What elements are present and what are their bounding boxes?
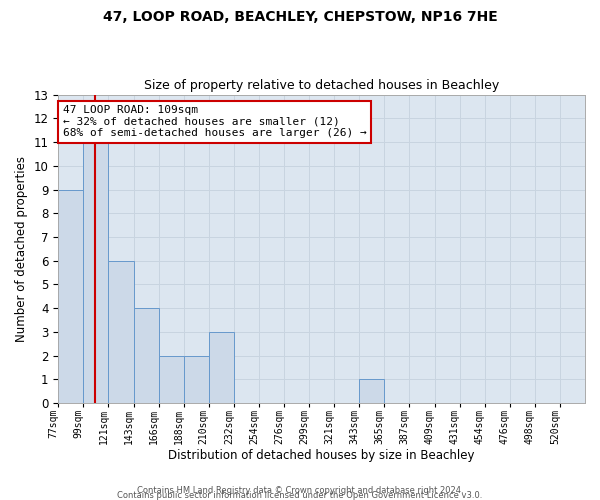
Bar <box>109 260 134 403</box>
Text: 47, LOOP ROAD, BEACHLEY, CHEPSTOW, NP16 7HE: 47, LOOP ROAD, BEACHLEY, CHEPSTOW, NP16 … <box>103 10 497 24</box>
Title: Size of property relative to detached houses in Beachley: Size of property relative to detached ho… <box>144 79 499 92</box>
Bar <box>184 356 209 403</box>
Text: 47 LOOP ROAD: 109sqm
← 32% of detached houses are smaller (12)
68% of semi-detac: 47 LOOP ROAD: 109sqm ← 32% of detached h… <box>63 105 367 138</box>
Bar <box>158 356 184 403</box>
X-axis label: Distribution of detached houses by size in Beachley: Distribution of detached houses by size … <box>169 450 475 462</box>
Text: Contains HM Land Registry data © Crown copyright and database right 2024.: Contains HM Land Registry data © Crown c… <box>137 486 463 495</box>
Bar <box>359 380 385 403</box>
Bar <box>209 332 234 403</box>
Text: Contains public sector information licensed under the Open Government Licence v3: Contains public sector information licen… <box>118 491 482 500</box>
Y-axis label: Number of detached properties: Number of detached properties <box>15 156 28 342</box>
Bar <box>83 142 109 403</box>
Bar <box>134 308 158 403</box>
Bar <box>58 190 83 403</box>
